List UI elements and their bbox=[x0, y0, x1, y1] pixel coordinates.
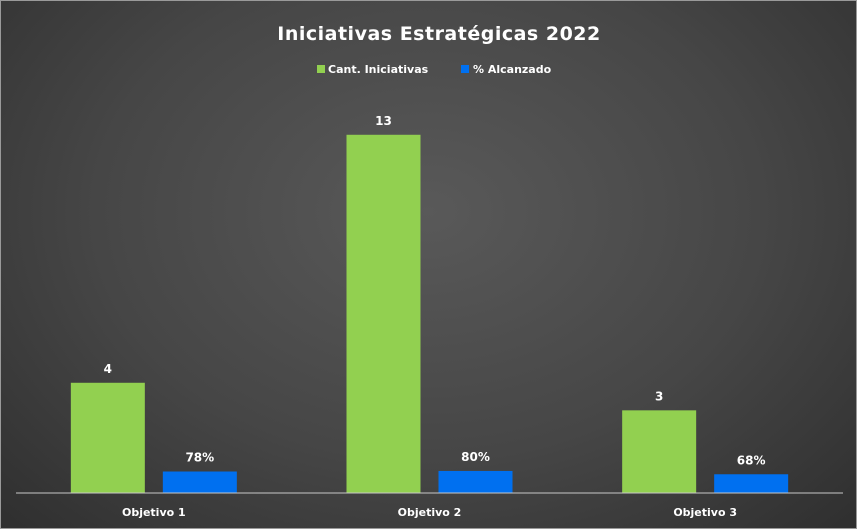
legend-label-cant-iniciativas: Cant. Iniciativas bbox=[328, 63, 429, 76]
data-label-alcanzado-objetivo-3: 68% bbox=[737, 453, 766, 467]
chart-title: Iniciativas Estratégicas 2022 bbox=[277, 23, 600, 45]
bar-alcanzado-objetivo-3 bbox=[714, 474, 789, 493]
data-label-alcanzado-objetivo-1: 78% bbox=[185, 451, 214, 465]
bar-cant-iniciativas-objetivo-3 bbox=[622, 410, 697, 493]
bar-cant-iniciativas-objetivo-1 bbox=[70, 382, 145, 493]
data-label-alcanzado-objetivo-2: 80% bbox=[461, 450, 490, 464]
data-label-cant-iniciativas-objetivo-2: 13 bbox=[375, 114, 392, 128]
legend-label-alcanzado: % Alcanzado bbox=[473, 63, 552, 76]
data-label-cant-iniciativas-objetivo-3: 3 bbox=[655, 389, 663, 403]
legend: Cant. Iniciativas % Alcanzado bbox=[317, 63, 552, 76]
x-tick-label-objetivo-2: Objetivo 2 bbox=[398, 506, 462, 519]
bar-alcanzado-objetivo-1 bbox=[162, 471, 237, 493]
legend-swatch-cant-iniciativas bbox=[317, 65, 325, 73]
data-label-cant-iniciativas-objetivo-1: 4 bbox=[104, 362, 112, 376]
legend-swatch-alcanzado bbox=[461, 65, 469, 73]
plot-area: 4 78% Objetivo 1 13 80% Objetivo 2 3 68% Objetiv… bbox=[70, 114, 789, 519]
bar-cant-iniciativas-objetivo-2 bbox=[346, 134, 421, 493]
bar-alcanzado-objetivo-2 bbox=[438, 470, 513, 493]
x-tick-label-objetivo-3: Objetivo 3 bbox=[673, 506, 737, 519]
x-tick-label-objetivo-1: Objetivo 1 bbox=[122, 506, 186, 519]
